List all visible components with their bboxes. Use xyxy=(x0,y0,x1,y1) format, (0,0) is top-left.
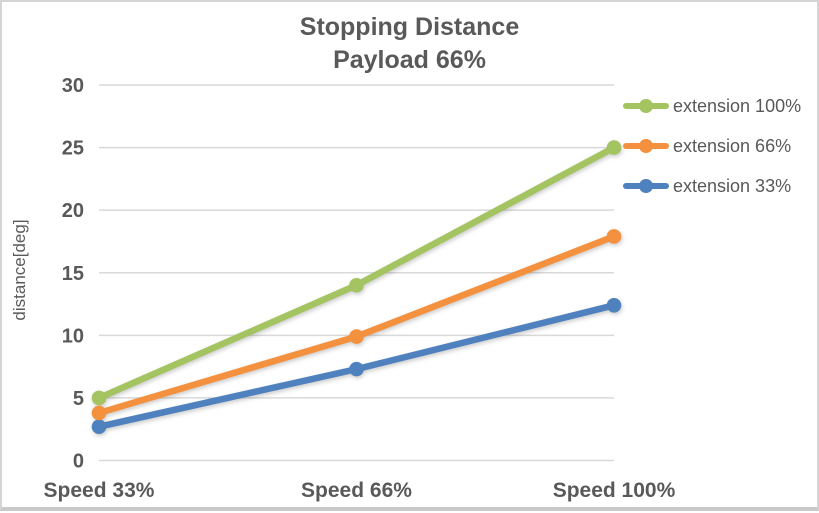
svg-text:5: 5 xyxy=(73,388,84,410)
legend-line-marker-icon xyxy=(623,138,669,154)
svg-text:15: 15 xyxy=(62,263,84,285)
legend-label: extension 100% xyxy=(673,95,802,116)
svg-text:Speed 100%: Speed 100% xyxy=(553,479,676,502)
svg-text:30: 30 xyxy=(62,75,84,97)
svg-text:0: 0 xyxy=(73,451,84,473)
legend-line-marker-icon xyxy=(623,178,669,194)
legend-item-extension-100: extension 100% xyxy=(623,86,801,126)
chart-legend: extension 100% extension 66% extension 3… xyxy=(623,86,801,206)
chart-title: Stopping Distance xyxy=(299,13,520,41)
legend-item-extension-33: extension 33% xyxy=(623,166,801,206)
svg-text:Speed 66%: Speed 66% xyxy=(301,479,412,502)
svg-text:25: 25 xyxy=(62,138,84,160)
legend-item-extension-66: extension 66% xyxy=(623,126,801,166)
legend-label: extension 66% xyxy=(673,135,792,156)
legend-label: extension 33% xyxy=(673,175,792,196)
chart-subtitle: Payload 66% xyxy=(333,46,486,74)
svg-text:20: 20 xyxy=(62,200,84,222)
svg-text:10: 10 xyxy=(62,325,84,347)
svg-text:Speed 33%: Speed 33% xyxy=(44,479,155,502)
legend-line-marker-icon xyxy=(623,98,669,114)
